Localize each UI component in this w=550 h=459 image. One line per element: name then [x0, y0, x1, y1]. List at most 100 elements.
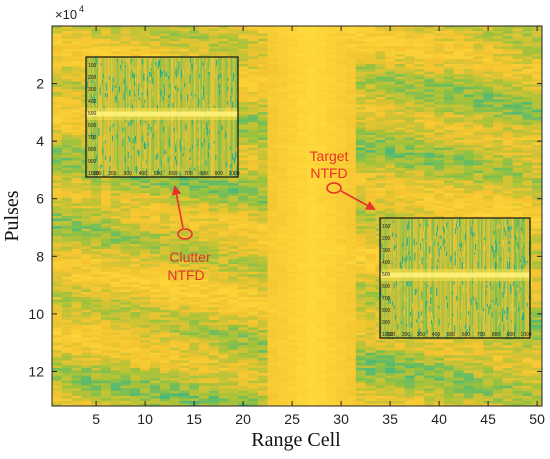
heatmap-cell: [424, 84, 435, 88]
heatmap-cell: [336, 48, 347, 52]
heatmap-cell: [532, 76, 542, 80]
heatmap-cell: [424, 178, 435, 181]
heatmap-cell: [473, 147, 484, 151]
heatmap-cell: [375, 152, 386, 156]
heatmap-cell: [375, 180, 386, 184]
heatmap-cell: [61, 198, 72, 202]
heatmap-cell: [81, 228, 92, 232]
heatmap-cell: [267, 216, 278, 219]
heatmap-cell: [483, 183, 494, 186]
heatmap-cell: [169, 241, 180, 245]
heatmap-cell: [444, 41, 455, 45]
heatmap-cell: [277, 102, 288, 105]
heatmap-cell: [453, 74, 464, 77]
heatmap-cell: [493, 142, 504, 146]
heatmap-cell: [532, 226, 542, 229]
heatmap-cell: [101, 28, 112, 32]
heatmap-cell: [424, 157, 435, 161]
heatmap-cell: [71, 185, 82, 189]
heatmap-cell: [414, 84, 425, 88]
heatmap-cell: [404, 200, 415, 204]
heatmap-cell: [199, 203, 210, 207]
heatmap-cell: [120, 231, 131, 235]
heatmap-cell: [493, 137, 504, 141]
heatmap-cell: [297, 48, 308, 52]
heatmap-cell: [355, 254, 366, 257]
heatmap-cell: [159, 264, 170, 267]
heatmap-cell: [424, 104, 435, 108]
heatmap-cell: [277, 114, 288, 118]
heatmap-cell: [483, 175, 494, 179]
heatmap-cell: [463, 61, 474, 65]
heatmap-cell: [101, 185, 112, 189]
heatmap-cell: [453, 132, 464, 136]
heatmap-cell: [179, 213, 190, 217]
heatmap-cell: [297, 117, 308, 121]
heatmap-cell: [316, 81, 327, 85]
heatmap-cell: [159, 254, 170, 257]
heatmap-cell: [91, 233, 102, 237]
heatmap-cell: [238, 64, 249, 67]
heatmap-cell: [228, 226, 239, 229]
heatmap-cell: [248, 109, 259, 113]
heatmap-cell: [277, 71, 288, 75]
heatmap-cell: [316, 74, 327, 77]
heatmap-cell: [316, 226, 327, 229]
heatmap-cell: [346, 167, 357, 171]
heatmap-cell: [140, 183, 151, 186]
heatmap-cell: [257, 99, 268, 103]
heatmap-cell: [71, 124, 82, 128]
heatmap-cell: [512, 56, 523, 60]
heatmap-cell: [130, 31, 141, 34]
heatmap-cell: [532, 185, 542, 189]
heatmap-cell: [81, 264, 92, 267]
heatmap-cell: [248, 248, 259, 252]
heatmap-cell: [404, 162, 415, 166]
heatmap-cell: [150, 205, 161, 209]
heatmap-cell: [444, 61, 455, 65]
heatmap-cell: [257, 221, 268, 224]
heatmap-cell: [208, 238, 219, 242]
heatmap-cell: [434, 157, 445, 161]
heatmap-cell: [434, 193, 445, 197]
heatmap-cell: [512, 33, 523, 37]
heatmap-cell: [463, 109, 474, 113]
heatmap-cell: [61, 140, 72, 143]
heatmap-cell: [140, 221, 151, 224]
heatmap-cell: [71, 33, 82, 37]
heatmap-cell: [52, 190, 63, 194]
heatmap-cell: [336, 58, 347, 62]
heatmap-cell: [257, 102, 268, 105]
heatmap-cell: [434, 175, 445, 179]
heatmap-cell: [453, 147, 464, 151]
heatmap-cell: [297, 147, 308, 151]
heatmap-cell: [424, 102, 435, 105]
heatmap-cell: [522, 129, 533, 133]
heatmap-cell: [355, 213, 366, 217]
heatmap-cell: [483, 160, 494, 164]
heatmap-cell: [297, 61, 308, 65]
heatmap-cell: [395, 94, 406, 98]
heatmap-cell: [316, 134, 327, 138]
heatmap-cell: [140, 36, 151, 39]
heatmap-cell: [385, 150, 396, 153]
heatmap-cell: [355, 81, 366, 85]
heatmap-cell: [473, 167, 484, 171]
heatmap-cell: [424, 137, 435, 141]
heatmap-cell: [297, 76, 308, 80]
heatmap-cell: [238, 86, 249, 90]
heatmap-cell: [52, 266, 63, 270]
heatmap-cell: [81, 46, 92, 50]
heatmap-cell: [463, 31, 474, 34]
heatmap-cell: [208, 274, 219, 278]
heatmap-cell: [110, 233, 121, 237]
heatmap-cell: [71, 84, 82, 88]
heatmap-cell: [81, 195, 92, 199]
heatmap-cell: [395, 53, 406, 57]
heatmap-cell: [81, 274, 92, 278]
heatmap-cell: [228, 236, 239, 240]
heatmap-cell: [287, 269, 298, 273]
heatmap-cell: [365, 172, 376, 176]
heatmap-cell: [277, 264, 288, 267]
heatmap-cell: [61, 216, 72, 219]
